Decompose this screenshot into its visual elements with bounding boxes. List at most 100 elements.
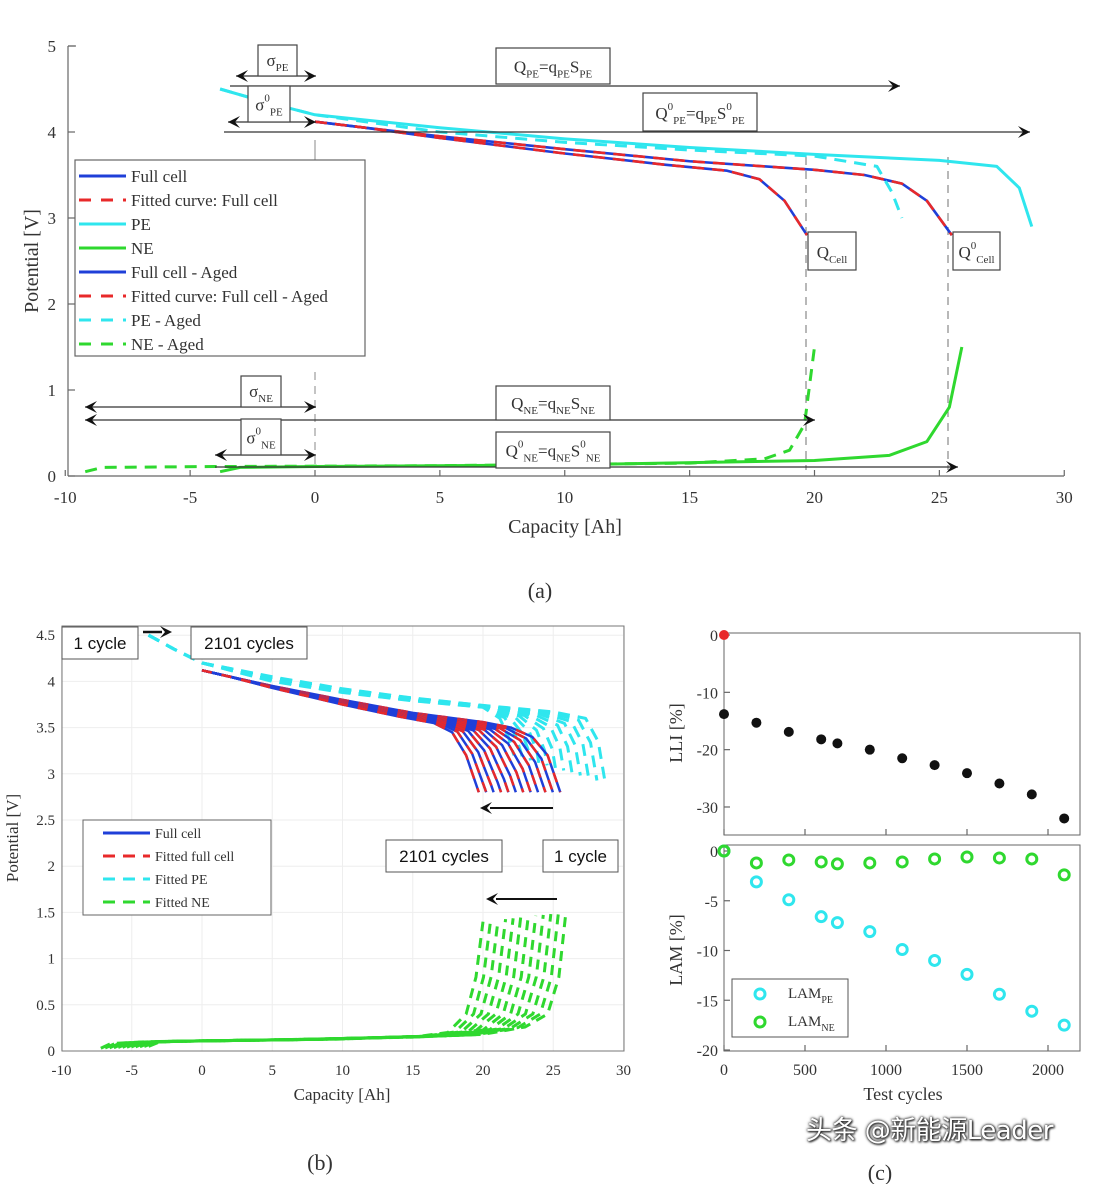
arrow-left-icon	[480, 802, 492, 814]
c-top-y-tick-label: -10	[697, 685, 718, 702]
arrow-right-icon	[304, 116, 316, 128]
c-lam-ne-point	[814, 855, 828, 869]
b-legend-label: Fitted PE	[155, 873, 208, 888]
b-legend-label: Fitted full cell	[155, 850, 234, 865]
a-annotation-q0-pe-part: PE	[704, 115, 717, 127]
a-annotation-q-pe: QPE​=qPE​SPE​	[514, 57, 593, 80]
a-annotation-sigma0-ne-part: σ	[246, 428, 255, 447]
a-x-tick-label: 5	[436, 488, 445, 507]
a-annotation-q0-ne-part: 0	[518, 438, 524, 450]
a-annotation-q-cell: QCell​	[817, 243, 848, 266]
a-annotation-q-cell-part: Q	[817, 243, 829, 262]
c-lam-ne-point	[717, 844, 731, 858]
a-annotation-q-pe-part: Q	[514, 57, 526, 76]
b-legend-label: Full cell	[155, 827, 201, 842]
c-lam-ne-point	[749, 856, 763, 870]
b-annotation-1-cycle-mid: 1 cycle	[554, 847, 607, 866]
a-annotation-q0-ne: Q0​NE​=qNE​S0​NE​	[506, 438, 601, 464]
c-lli-point	[864, 744, 875, 755]
b-y-tick-label: 0.5	[36, 998, 55, 1014]
a-annotation-sigma0-ne-part: 0	[256, 425, 262, 437]
a-legend-label: Fitted curve: Full cell - Aged	[131, 287, 328, 306]
a-annotation-q-ne-part: NE	[580, 405, 595, 417]
a-legend-label: Full cell	[131, 167, 187, 186]
a-annotation-sigma0-ne: σ0​NE​	[246, 425, 276, 451]
caption-c: (c)	[868, 1160, 892, 1184]
a-annotation-q-pe-part: S	[570, 57, 579, 76]
c-lam-ne-point	[960, 850, 974, 864]
b-y-tick-label: 2	[48, 859, 56, 875]
a-y-tick-label: 4	[48, 123, 57, 142]
b-axes-frame	[61, 625, 625, 1052]
c-bottom-y-tick-label: -5	[705, 894, 718, 911]
c-lam-ne-point	[992, 851, 1006, 865]
b-annotation-1-cycle-top: 1 cycle	[74, 634, 127, 653]
c-top-y-tick-label: 0	[710, 628, 718, 645]
c-top-axes-frame	[723, 632, 1081, 836]
b-x-tick-label: 30	[616, 1063, 631, 1079]
b-x-tick-label: 20	[476, 1063, 491, 1079]
c-lli-point	[783, 726, 794, 737]
a-annotation-q-ne-part: Q	[511, 394, 523, 413]
b-x-tick-label: 15	[405, 1063, 420, 1079]
b-curve-fitted-ne	[100, 921, 485, 1050]
a-annotation-sigma0-pe-part: 0	[264, 92, 270, 104]
a-annotation-q-ne-part: =q	[538, 394, 557, 413]
c-lli-point	[816, 734, 827, 745]
a-annotation-q-pe-part: =q	[539, 57, 558, 76]
a-legend	[74, 159, 366, 357]
b-annotation-1-cycle-top-box	[61, 626, 139, 660]
b-x-tick-label: -10	[52, 1063, 72, 1079]
a-annotation-sigma0-ne-box	[240, 418, 282, 456]
arrow-right-icon	[888, 80, 900, 92]
c-x-tick-label: 2000	[1032, 1062, 1064, 1079]
c-legend-marker	[753, 987, 767, 1001]
arrow-left-icon	[236, 70, 248, 82]
c-legend-label: LAMNE	[788, 1014, 835, 1034]
a-annotation-q0-pe-part: PE	[732, 115, 745, 127]
a-annotation-q0-pe-part: S	[717, 104, 726, 123]
c-lam-ne-point	[830, 857, 844, 871]
a-annotation-sigma-ne: σNE​	[249, 382, 273, 405]
a-x-tick-label: -10	[54, 488, 77, 507]
a-annotation-q0-cell: Q0​Cell​	[958, 240, 994, 266]
c-x-tick-label: 0	[720, 1062, 728, 1079]
c-bottom-y-tick-label: -10	[697, 944, 718, 961]
c-top-y-axis-label: LLI [%]	[666, 703, 686, 762]
b-curve-fitted-ne	[104, 920, 493, 1050]
c-lam-pe-point	[992, 987, 1006, 1001]
c-legend-marker	[753, 1015, 767, 1029]
c-x-tick-label: 500	[793, 1062, 817, 1079]
c-lam-pe-point	[814, 910, 828, 924]
a-series-fitted-curve-full-cell-aged	[314, 120, 809, 236]
a-annotation-sigma-pe: σPE​	[266, 51, 288, 74]
a-legend-label: Full cell - Aged	[131, 263, 238, 282]
b-y-tick-label: 0	[48, 1044, 56, 1060]
c-lam-ne-point	[1057, 868, 1071, 882]
c-lam-pe-point	[960, 967, 974, 981]
arrow-right-icon	[304, 70, 316, 82]
a-annotation-q-pe-part: PE	[526, 68, 539, 80]
a-annotation-sigma0-ne-part: NE	[261, 439, 276, 451]
a-annotation-q-ne: QNE​=qNE​SNE​	[511, 394, 595, 417]
a-annotation-q0-ne-part: NE	[586, 452, 601, 464]
a-annotation-q0-ne-box	[495, 431, 611, 469]
a-x-tick-label: 20	[806, 488, 823, 507]
a-annotation-sigma-pe-part: PE	[276, 62, 289, 74]
c-lam-ne-point	[782, 853, 796, 867]
b-annotation-1-cycle-mid-box	[542, 839, 619, 873]
b-annotation-2101-cycles-top: 2101 cycles	[204, 634, 294, 653]
c-x-axis-label: Test cycles	[863, 1084, 942, 1104]
c-lam-pe-point	[830, 916, 844, 930]
c-lam-pe-point	[749, 875, 763, 889]
a-annotation-q-cell-box	[807, 231, 857, 271]
a-annotation-q0-cell-part: 0	[971, 240, 977, 252]
c-bottom-y-tick-label: 0	[710, 844, 718, 861]
c-lam-pe-point	[782, 893, 796, 907]
a-annotation-q-cell-part: Cell	[829, 254, 847, 266]
b-curve-fitted-full-cell	[201, 669, 525, 793]
a-annotation-q0-pe-part: PE	[673, 115, 686, 127]
c-lli-point	[962, 768, 972, 779]
c-legend-label: LAMPE	[788, 986, 833, 1006]
